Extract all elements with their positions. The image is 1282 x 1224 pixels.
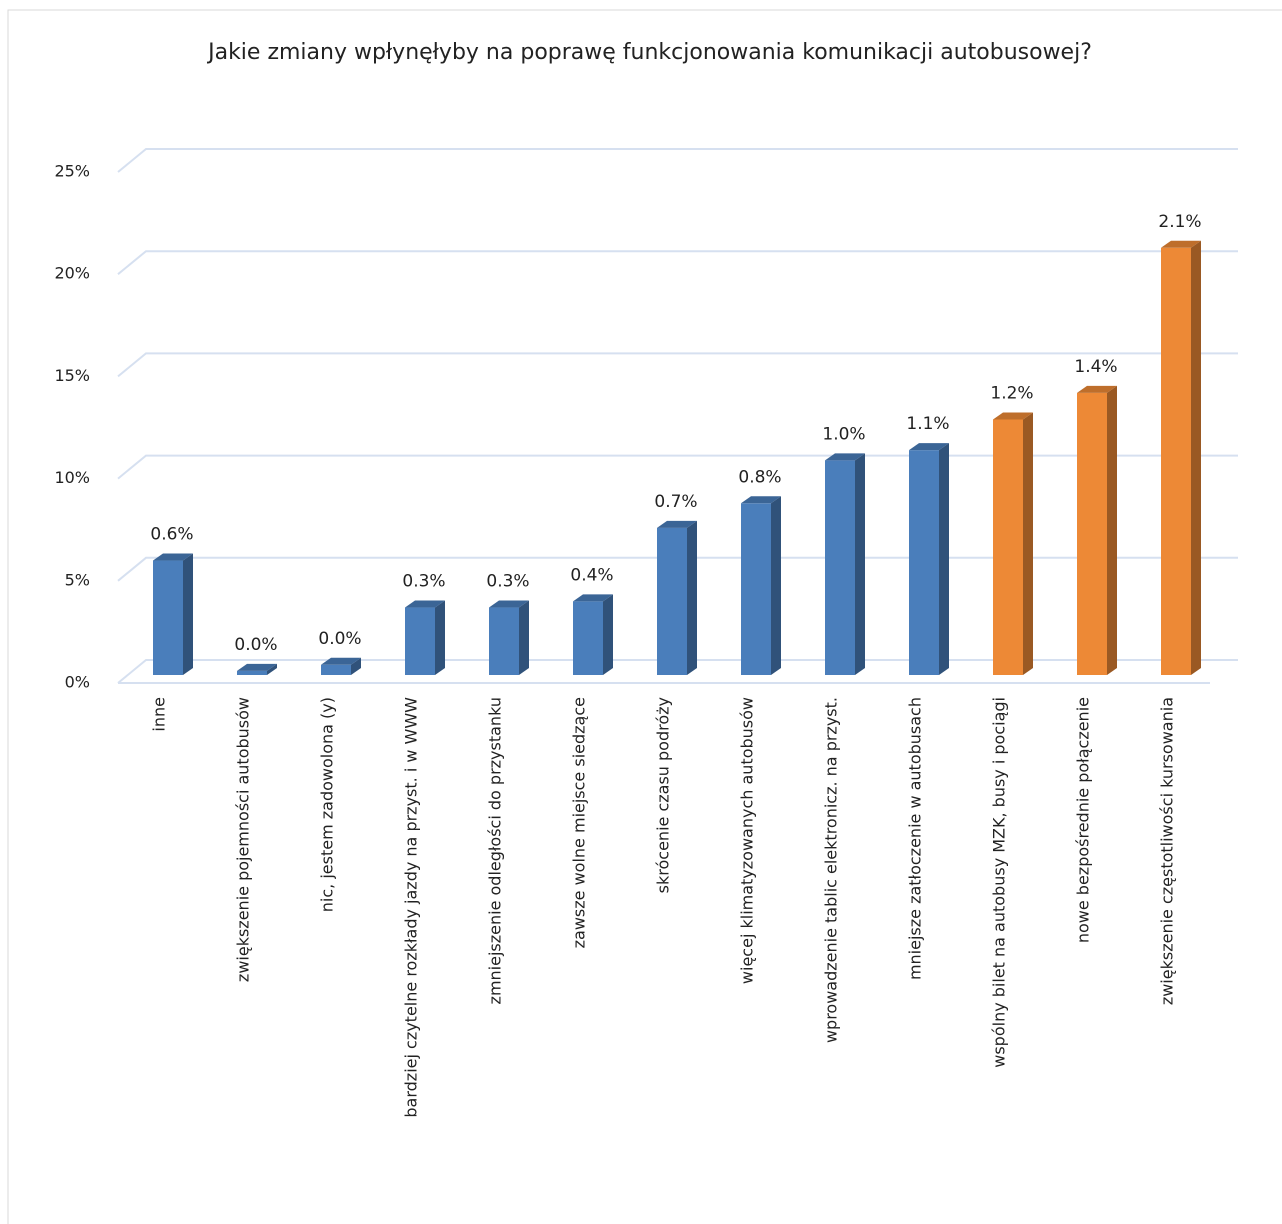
bar-label: 0.3%	[486, 572, 529, 592]
bar-front	[237, 670, 267, 675]
bar-front	[573, 601, 603, 675]
bar-top	[405, 600, 445, 608]
bar-front	[657, 527, 687, 675]
bar-front	[1077, 392, 1107, 675]
bar	[657, 520, 697, 675]
bar-side	[519, 600, 529, 675]
chart-title: Jakie zmiany wpłynęłyby na poprawę funkc…	[208, 40, 1092, 65]
bar-top	[657, 520, 697, 528]
bar-top	[321, 657, 361, 665]
bar-top	[1077, 385, 1117, 393]
x-tick-label: zmniejszenie odległości do przystanku	[486, 697, 505, 1004]
bar-label: 1.0%	[822, 424, 865, 444]
bar	[1077, 385, 1117, 675]
bar-label: 0.0%	[234, 635, 277, 655]
bar-label: 1.2%	[990, 384, 1033, 404]
x-tick-label: skrócenie czasu podróży	[654, 697, 673, 893]
bar-front	[909, 450, 939, 675]
bar-front	[153, 560, 183, 675]
grid-line	[117, 556, 1238, 582]
bar-side	[1023, 412, 1033, 675]
bar	[321, 657, 361, 675]
bar-side	[855, 453, 865, 675]
bar-label: 0.0%	[318, 629, 361, 649]
bar	[993, 412, 1033, 675]
chart-border	[7, 9, 1282, 1224]
bar-label: 0.7%	[654, 492, 697, 512]
y-tick-label: 25%	[54, 162, 90, 181]
bar-front	[321, 664, 351, 675]
grid-line	[117, 352, 1238, 378]
bar-front	[825, 460, 855, 675]
x-tick-label: zwiększenie częstotliwości kursowania	[1158, 697, 1177, 1005]
x-tick-label: nowe bezpośrednie połączenie	[1074, 697, 1093, 943]
bar-side	[351, 657, 361, 675]
bar-top	[741, 496, 781, 504]
bar	[489, 600, 529, 675]
bar-top	[993, 412, 1033, 420]
bar	[153, 553, 193, 675]
x-tick-label: zwiększenie pojemności autobusów	[234, 697, 253, 982]
grid-line	[117, 250, 1238, 275]
bar-label: 0.6%	[150, 525, 193, 545]
bar	[237, 663, 277, 675]
bar-side	[603, 594, 613, 675]
bar-top	[237, 663, 277, 671]
bar-front	[1161, 247, 1191, 675]
bar-front	[489, 607, 519, 675]
x-tick-label: więcej klimatyzowanych autobusów	[738, 697, 757, 984]
y-tick-label: 5%	[65, 570, 90, 589]
grid-line	[117, 659, 1238, 684]
y-tick-label: 20%	[54, 264, 90, 283]
x-tick-label: zawsze wolne miejsce siedzące	[570, 697, 589, 948]
y-tick-label: 15%	[54, 366, 90, 385]
bar-side	[939, 443, 949, 675]
bar-top	[909, 443, 949, 451]
bar-label: 0.3%	[402, 572, 445, 592]
bar-side	[771, 496, 781, 675]
bar-side	[435, 600, 445, 675]
bar-top	[153, 553, 193, 561]
bar	[405, 600, 445, 675]
bar-side	[687, 520, 697, 675]
bar-front	[741, 503, 771, 675]
y-tick-label: 10%	[54, 468, 90, 487]
grid-line	[117, 148, 1238, 173]
bar	[825, 453, 865, 675]
bar-top	[489, 600, 529, 608]
bar-front	[405, 607, 435, 675]
bar-label: 0.4%	[570, 565, 613, 585]
bar-label: 1.1%	[906, 414, 949, 434]
bar-top	[573, 594, 613, 602]
x-tick-label: mniejsze zatłoczenie w autobusach	[906, 697, 925, 980]
bar-label: 0.8%	[738, 467, 781, 487]
x-tick-label: wprowadzenie tablic elektronicz. na przy…	[822, 697, 841, 1043]
bar	[909, 443, 949, 675]
bar-side	[267, 663, 277, 675]
x-tick-label: bardziej czytelne rozkłady jazdy na przy…	[402, 697, 421, 1118]
x-tick-label: inne	[150, 697, 169, 732]
bar-label: 1.4%	[1074, 357, 1117, 377]
bar-side	[1107, 385, 1117, 675]
y-tick-label: 0%	[65, 673, 90, 692]
x-tick-label: nic, jestem zadowolona (y)	[318, 697, 337, 912]
bar	[1161, 240, 1201, 675]
bar-label: 2.1%	[1158, 212, 1201, 232]
bar-side	[1191, 240, 1201, 675]
bar	[573, 594, 613, 675]
bar	[741, 496, 781, 675]
bar-side	[183, 553, 193, 675]
grid-line	[117, 454, 1238, 480]
x-tick-label: wspólny bilet na autobusy MZK, busy i po…	[990, 697, 1009, 1068]
bar-top	[1161, 240, 1201, 248]
bar-top	[825, 453, 865, 461]
bar-front	[993, 419, 1023, 675]
